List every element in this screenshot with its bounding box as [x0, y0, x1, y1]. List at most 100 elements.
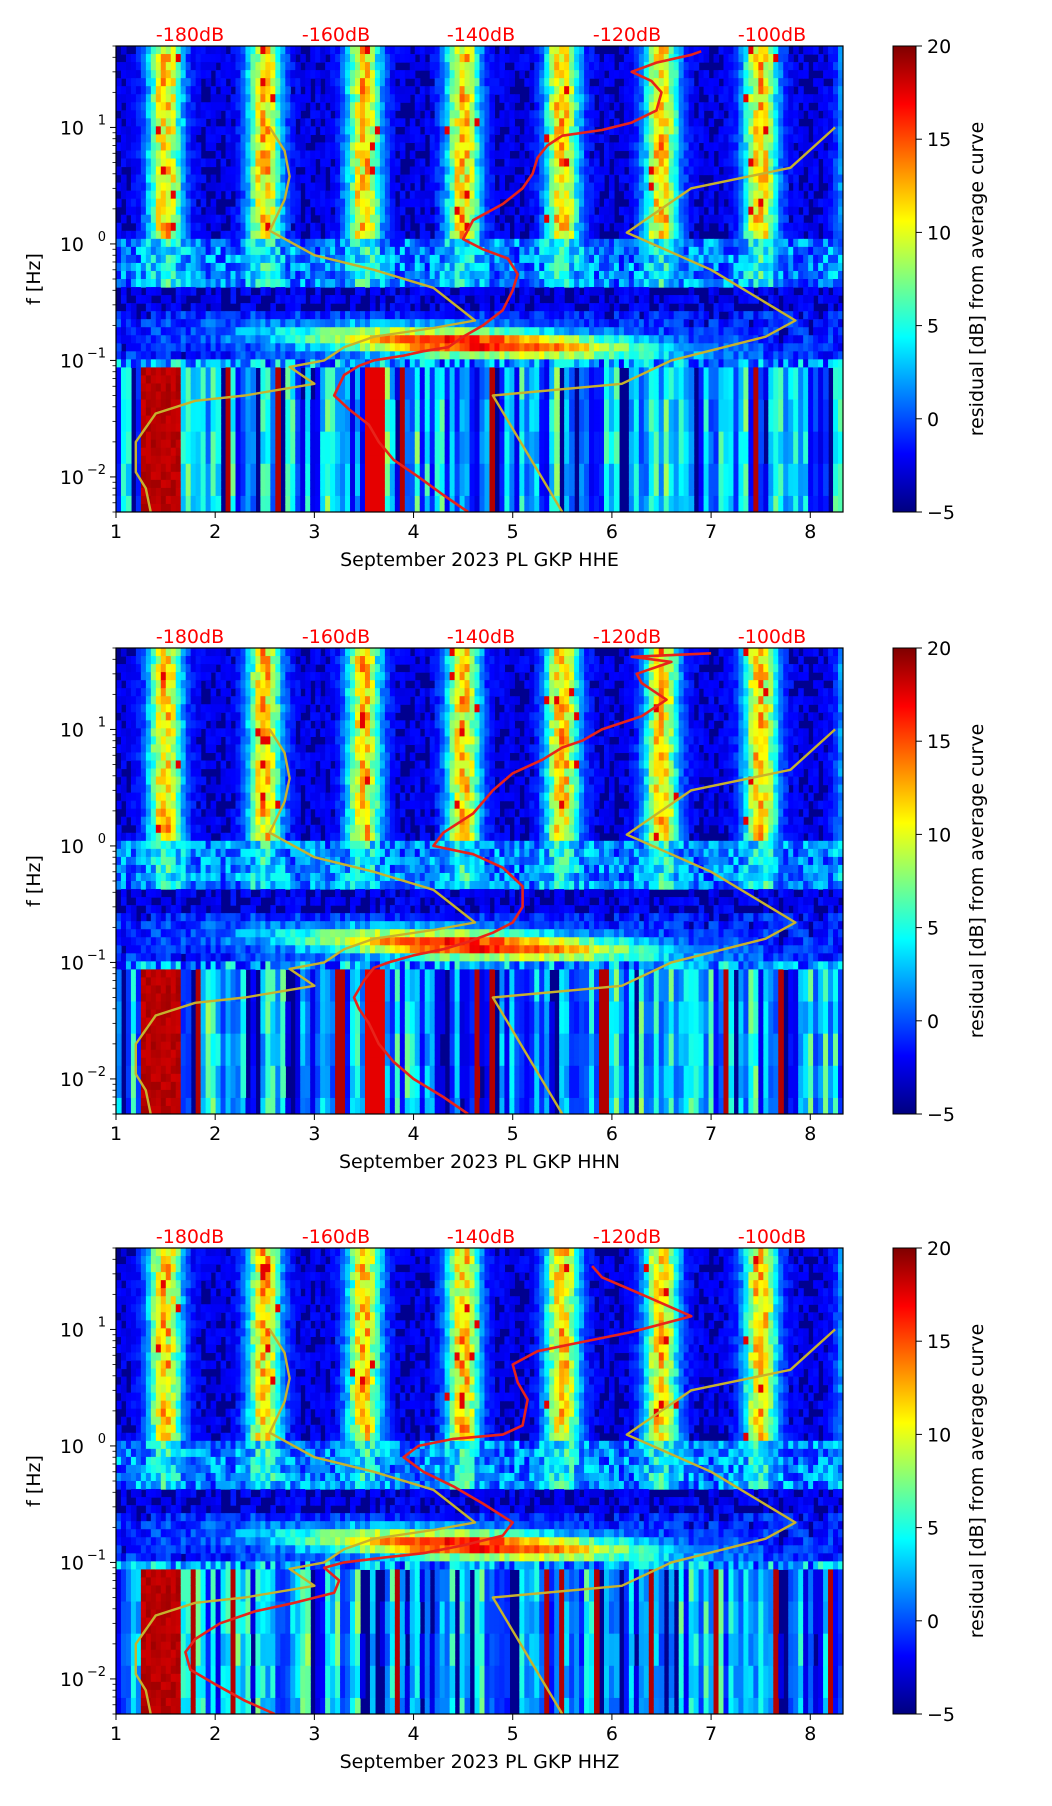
- heatmap-cells: [116, 1248, 843, 1714]
- top-db-label: -120dB: [593, 1226, 661, 1248]
- y-tick-label: 10: [60, 234, 84, 256]
- colorbar-tick-label: 15: [927, 731, 951, 753]
- y-tick-label: 10: [60, 719, 84, 741]
- colorbar-tick-label: 15: [927, 1331, 951, 1353]
- x-tick-label: 2: [209, 1123, 221, 1145]
- heatmap-cells: [116, 648, 843, 1114]
- colorbar-tick-label: 20: [927, 1238, 951, 1260]
- x-axis-label: September 2023 PL GKP HHE: [340, 549, 619, 571]
- colorbar-tick-label: 5: [927, 1518, 939, 1540]
- colorbar-tick-label: 5: [927, 918, 939, 940]
- high-noise-model-line: [491, 1328, 836, 1714]
- low-noise-model-line: [134, 728, 477, 1114]
- x-tick-label: 7: [705, 521, 717, 543]
- top-db-label: -140dB: [447, 626, 515, 648]
- high-noise-model-line: [491, 728, 836, 1114]
- top-db-label: -180dB: [156, 1226, 224, 1248]
- colorbar-tick-label: 0: [927, 1611, 939, 1633]
- high-noise-model-line: [491, 126, 836, 512]
- colorbar: 20 15 10 5 0 −5 residual [dB] from average cur…: [892, 638, 988, 1126]
- x-tick-label: 5: [507, 1123, 519, 1145]
- x-tick-label: 8: [804, 1723, 816, 1745]
- y-tick-exponent: −1: [87, 346, 106, 361]
- colorbar-tick-label: 10: [927, 222, 951, 244]
- heatmap-cells: [116, 46, 843, 512]
- average-psd-line: [352, 652, 712, 1114]
- colorbar: 20 15 10 5 0 −5 residual [dB] from average cur…: [892, 1238, 988, 1726]
- x-tick-label: 6: [606, 521, 618, 543]
- y-tick-label: 10: [60, 350, 84, 372]
- x-tick-label: 7: [705, 1123, 717, 1145]
- x-tick-label: 3: [308, 1123, 320, 1145]
- colorbar-tick-label: 10: [927, 824, 951, 846]
- colorbar-tick-label: −5: [927, 1104, 955, 1126]
- low-noise-model-line: [134, 126, 477, 512]
- y-tick-label: 10: [60, 117, 84, 139]
- x-tick-label: 1: [110, 1123, 122, 1145]
- top-db-label: -180dB: [156, 626, 224, 648]
- colorbar-tick-label: 10: [927, 1424, 951, 1446]
- x-tick-label: 7: [705, 1723, 717, 1745]
- top-db-label: -160dB: [302, 1226, 370, 1248]
- y-tick-exponent: −2: [87, 1665, 106, 1680]
- colorbar-tick-label: 20: [927, 638, 951, 660]
- top-db-label: -120dB: [593, 24, 661, 46]
- top-db-label: -100dB: [738, 1226, 806, 1248]
- x-tick-label: 5: [507, 1723, 519, 1745]
- top-db-label: -180dB: [156, 24, 224, 46]
- x-tick-label: 2: [209, 1723, 221, 1745]
- x-tick-label: 4: [407, 521, 419, 543]
- low-noise-model-line: [134, 1328, 477, 1714]
- top-db-label: -100dB: [738, 24, 806, 46]
- y-tick-exponent: −2: [87, 463, 106, 478]
- y-tick-label: 10: [60, 836, 84, 858]
- x-axis-label: September 2023 PL GKP HHZ: [340, 1751, 620, 1773]
- y-axis-label: f [Hz]: [23, 1455, 45, 1507]
- x-tick-label: 1: [110, 1723, 122, 1745]
- average-psd-line: [332, 50, 702, 512]
- y-tick-exponent: 0: [98, 1432, 106, 1447]
- y-tick-exponent: 0: [98, 230, 106, 245]
- top-db-label: -140dB: [447, 24, 515, 46]
- x-tick-label: 6: [606, 1723, 618, 1745]
- x-tick-label: 4: [407, 1123, 419, 1145]
- top-db-label: -120dB: [593, 626, 661, 648]
- top-db-label: -160dB: [302, 626, 370, 648]
- colorbar-tick-label: −5: [927, 502, 955, 524]
- colorbar-tick-label: −5: [927, 1704, 955, 1726]
- y-tick-exponent: 0: [98, 832, 106, 847]
- y-tick-label: 10: [60, 952, 84, 974]
- y-tick-label: 10: [60, 1319, 84, 1341]
- x-tick-label: 3: [308, 521, 320, 543]
- top-db-label: -160dB: [302, 24, 370, 46]
- x-tick-label: 2: [209, 521, 221, 543]
- heatmap-image: [116, 648, 843, 1114]
- x-tick-label: 6: [606, 1123, 618, 1145]
- y-tick-label: 10: [60, 1436, 84, 1458]
- y-tick-exponent: 1: [98, 1315, 106, 1330]
- colorbar-gradient: [892, 647, 917, 1115]
- colorbar-tick-label: 15: [927, 129, 951, 151]
- colorbar-label: residual [dB] from average curve: [966, 724, 988, 1039]
- y-axis-label: f [Hz]: [23, 855, 45, 907]
- colorbar-gradient: [892, 45, 917, 513]
- colorbar-tick-label: 0: [927, 1011, 939, 1033]
- colorbar-gradient: [892, 1247, 917, 1715]
- y-tick-label: 10: [60, 1552, 84, 1574]
- top-db-label: -140dB: [447, 1226, 515, 1248]
- colorbar-label: residual [dB] from average curve: [966, 122, 988, 437]
- y-tick-label: 10: [60, 1669, 84, 1691]
- x-tick-label: 8: [804, 1123, 816, 1145]
- y-tick-label: 10: [60, 467, 84, 489]
- y-tick-exponent: 1: [98, 715, 106, 730]
- y-tick-exponent: 1: [98, 113, 106, 128]
- top-db-label: -100dB: [738, 626, 806, 648]
- y-tick-label: 10: [60, 1069, 84, 1091]
- colorbar-tick-label: 20: [927, 36, 951, 58]
- y-tick-exponent: −1: [87, 948, 106, 963]
- x-tick-label: 1: [110, 521, 122, 543]
